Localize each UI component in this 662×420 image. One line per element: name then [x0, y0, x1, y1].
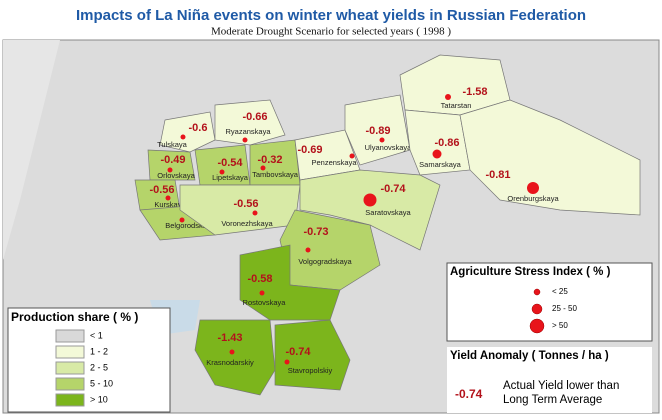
- region-name: Orlovskaya: [157, 171, 195, 180]
- region-value: -0.89: [365, 125, 390, 137]
- region-value: -0.54: [217, 157, 243, 169]
- region-value: -0.86: [434, 137, 459, 149]
- stress-dot: [379, 137, 385, 143]
- title: Impacts of La Niña events on winter whea…: [76, 7, 586, 24]
- legend-title: Yield Anomaly ( Tonnes / ha ): [450, 350, 609, 362]
- region-value: -0.58: [247, 273, 272, 285]
- region-value: -1.58: [462, 86, 487, 98]
- region-name: Voronezhskaya: [221, 219, 273, 228]
- stress-dot: [363, 193, 377, 207]
- region-name: Rostovskaya: [243, 298, 287, 307]
- stress-dot: [165, 195, 171, 201]
- region: [147, 149, 196, 181]
- region: [214, 99, 286, 146]
- stress-dot: [284, 359, 290, 365]
- legend-swatch: [55, 377, 85, 391]
- stress-dot: [527, 182, 539, 194]
- region: [459, 99, 641, 216]
- region-value: -0.81: [485, 169, 510, 181]
- region-name: Saratovskaya: [365, 208, 411, 217]
- stress-dot: [259, 290, 265, 296]
- legend-text: Long Term Average: [503, 394, 602, 406]
- region-name: Tatarstan: [441, 101, 472, 110]
- region-value: -0.69: [297, 144, 322, 156]
- region-value: -0.32: [257, 154, 282, 166]
- region-value: -0.56: [149, 184, 174, 196]
- region-value: -0.49: [160, 154, 185, 166]
- legend-label: > 50: [552, 321, 568, 330]
- legend-label: 5 - 10: [90, 378, 113, 388]
- region-name: Lipetskaya: [212, 173, 249, 182]
- legend-title: Agriculture Stress Index ( % ): [450, 266, 611, 278]
- legend-swatch: [55, 393, 85, 407]
- legend-title: Production share ( % ): [11, 310, 138, 324]
- region-name: Kurskaya: [154, 200, 186, 209]
- legend-swatch: [55, 329, 85, 343]
- legend-value: -0.74: [455, 387, 483, 401]
- stress-dot: [432, 149, 442, 159]
- region: [239, 244, 341, 321]
- legend-box: [7, 307, 171, 413]
- region-name: Ryazanskaya: [225, 127, 271, 136]
- region-name: Penzenskaya: [311, 158, 357, 167]
- region-value: -0.56: [233, 198, 258, 210]
- region-name: Tulskaya: [157, 140, 188, 149]
- stress-dot: [252, 210, 258, 216]
- region-name: Samarskaya: [419, 160, 462, 169]
- stress-dot: [229, 349, 235, 355]
- region-name: Tambovskaya: [252, 170, 299, 179]
- region-value: -0.66: [242, 111, 267, 123]
- region: [299, 169, 441, 251]
- region-name: Belgorodskaya: [165, 221, 215, 230]
- legend-box: [447, 347, 652, 413]
- legend-dot: [531, 303, 543, 315]
- stress-dot: [167, 167, 173, 173]
- stress-dot: [180, 134, 186, 140]
- region-value: -0.74: [285, 346, 311, 358]
- legend-label: < 1: [90, 330, 103, 340]
- legend-dot: [529, 318, 545, 334]
- legend-label: < 25: [552, 287, 568, 296]
- stress-dot: [445, 94, 451, 100]
- legend-label: 25 - 50: [552, 304, 577, 313]
- region: [274, 319, 351, 391]
- region-value: -0.6: [189, 122, 208, 134]
- legend-text: Actual Yield lower than: [503, 380, 619, 392]
- region: [404, 109, 471, 176]
- region: [159, 111, 216, 153]
- region-value: -0.73: [303, 226, 328, 238]
- legend-box: [446, 262, 653, 342]
- stress-dot: [349, 153, 355, 159]
- region-value: -1.43: [217, 332, 242, 344]
- subtitle: Moderate Drought Scenario for selected y…: [211, 26, 451, 38]
- legend-dot: [533, 288, 541, 296]
- region-name: Ulyanovskaya: [365, 143, 413, 152]
- legend-swatch: [55, 361, 85, 375]
- region-name: Krasnodarskiy: [206, 358, 254, 367]
- stress-dot: [179, 217, 185, 223]
- region-value: -0.74: [380, 183, 406, 195]
- stress-dot: [219, 169, 225, 175]
- legend-label: > 10: [90, 394, 108, 404]
- region: [179, 184, 301, 236]
- legend-label: 2 - 5: [90, 362, 108, 372]
- land: [3, 40, 60, 260]
- legend-label: 1 - 2: [90, 346, 108, 356]
- region: [194, 319, 276, 396]
- region-name: Volgogradskaya: [298, 257, 352, 266]
- legend-swatch: [55, 345, 85, 359]
- region: [344, 94, 411, 166]
- stress-dot: [242, 137, 248, 143]
- stress-dot: [260, 165, 266, 171]
- region-name: Orenburgskaya: [507, 194, 559, 203]
- stress-dot: [305, 247, 311, 253]
- region-name: Stavropolskiy: [288, 366, 333, 375]
